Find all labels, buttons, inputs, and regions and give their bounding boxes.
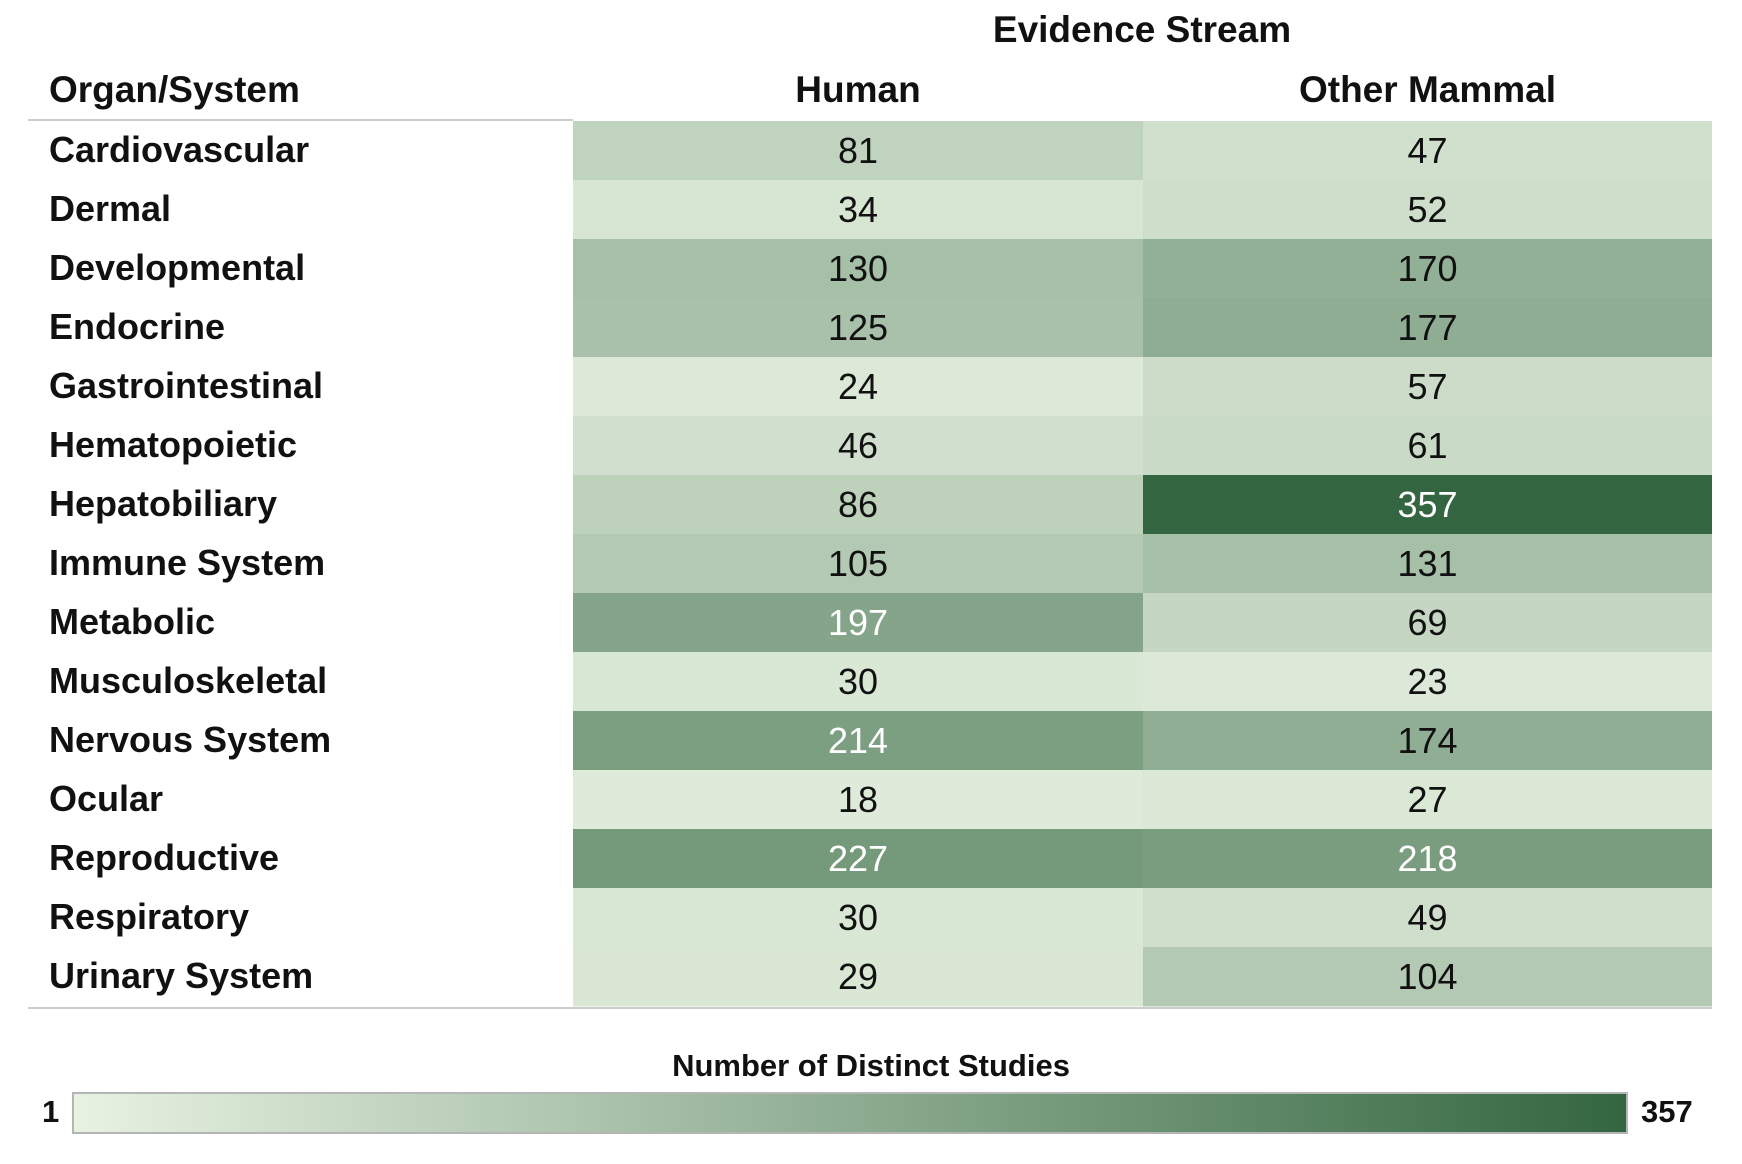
row-label: Reproductive: [49, 837, 279, 878]
cell-value: 49: [1407, 897, 1447, 938]
row-label: Respiratory: [49, 896, 249, 937]
cell-value: 34: [838, 189, 878, 230]
cell-value: 214: [828, 720, 888, 761]
cell-value: 125: [828, 307, 888, 348]
cell-value: 227: [828, 838, 888, 879]
heatmap-cell: [573, 357, 1143, 417]
heatmap-cell: [573, 770, 1143, 830]
heatmap-cell: [573, 947, 1143, 1007]
row-label: Gastrointestinal: [49, 365, 323, 406]
cell-value: 170: [1397, 248, 1457, 289]
heatmap-cell: [573, 180, 1143, 240]
row-label: Ocular: [49, 778, 163, 819]
row-label: Endocrine: [49, 306, 225, 347]
heatmap-cell: [1143, 121, 1712, 181]
heatmap-cell: [1143, 888, 1712, 948]
heatmap-cell: [573, 652, 1143, 712]
cell-value: 174: [1397, 720, 1457, 761]
heatmap-cell: [1143, 770, 1712, 830]
cell-value: 30: [838, 897, 878, 938]
cell-value: 177: [1397, 307, 1457, 348]
cell-value: 23: [1407, 661, 1447, 702]
heatmap-cell: [1143, 947, 1712, 1007]
cell-value: 218: [1397, 838, 1457, 879]
row-label: Dermal: [49, 188, 171, 229]
heatmap-cell: [573, 888, 1143, 948]
column-header-other-mammal: Other Mammal: [1299, 69, 1556, 110]
cell-value: 105: [828, 543, 888, 584]
heatmap-cell: [573, 593, 1143, 653]
heatmap-chart: Evidence Stream Organ/System Human Other Ma…: [28, 9, 1712, 1009]
colorbar-title: Number of Distinct Studies: [672, 1048, 1070, 1083]
row-label: Cardiovascular: [49, 129, 309, 170]
heatmap-cell: [573, 534, 1143, 594]
row-label: Hepatobiliary: [49, 483, 277, 524]
heatmap-cell: [1143, 416, 1712, 476]
heatmap-cell: [1143, 475, 1712, 535]
cell-value: 46: [838, 425, 878, 466]
heatmap-cell: [573, 475, 1143, 535]
heatmap-cell: [573, 711, 1143, 771]
heatmap-cell: [1143, 711, 1712, 771]
colorbar-min-label: 1: [42, 1094, 60, 1129]
cell-value: 18: [838, 779, 878, 820]
cell-value: 30: [838, 661, 878, 702]
heatmap-cell: [573, 121, 1143, 181]
cell-value: 131: [1397, 543, 1457, 584]
cell-value: 47: [1407, 130, 1447, 171]
cell-value: 81: [838, 130, 878, 171]
cell-value: 104: [1397, 956, 1457, 997]
cell-value: 57: [1407, 366, 1447, 407]
cell-value: 29: [838, 956, 878, 997]
row-label: Musculoskeletal: [49, 660, 327, 701]
heatmap-cell: [573, 416, 1143, 476]
cell-value: 357: [1397, 484, 1457, 525]
cell-value: 197: [828, 602, 888, 643]
cell-value: 24: [838, 366, 878, 407]
row-label: Metabolic: [49, 601, 215, 642]
heatmap-cell: [1143, 298, 1712, 358]
row-label: Hematopoietic: [49, 424, 297, 465]
row-label: Immune System: [49, 542, 325, 583]
cell-value: 130: [828, 248, 888, 289]
cell-value: 86: [838, 484, 878, 525]
cell-value: 69: [1407, 602, 1447, 643]
heatmap-cell: [1143, 652, 1712, 712]
heatmap-cell: [1143, 180, 1712, 240]
heatmap-cell: [573, 239, 1143, 299]
heatmap-cell: [1143, 357, 1712, 417]
row-label: Developmental: [49, 247, 305, 288]
heatmap-cell: [1143, 534, 1712, 594]
colorbar-gradient: [72, 1092, 1628, 1134]
column-header-human: Human: [795, 69, 920, 110]
heatmap-cell: [1143, 593, 1712, 653]
chart-title: Evidence Stream: [993, 9, 1291, 50]
colorbar-max-label: 357: [1641, 1094, 1693, 1129]
heatmap-cell: [1143, 239, 1712, 299]
row-label: Nervous System: [49, 719, 331, 760]
row-label: Urinary System: [49, 955, 313, 996]
cell-value: 27: [1407, 779, 1447, 820]
heatmap-cell: [1143, 829, 1712, 889]
heatmap-cell: [573, 298, 1143, 358]
row-header: Organ/System: [49, 69, 300, 110]
heatmap-cell: [573, 829, 1143, 889]
cell-value: 61: [1407, 425, 1447, 466]
cell-value: 52: [1407, 189, 1447, 230]
